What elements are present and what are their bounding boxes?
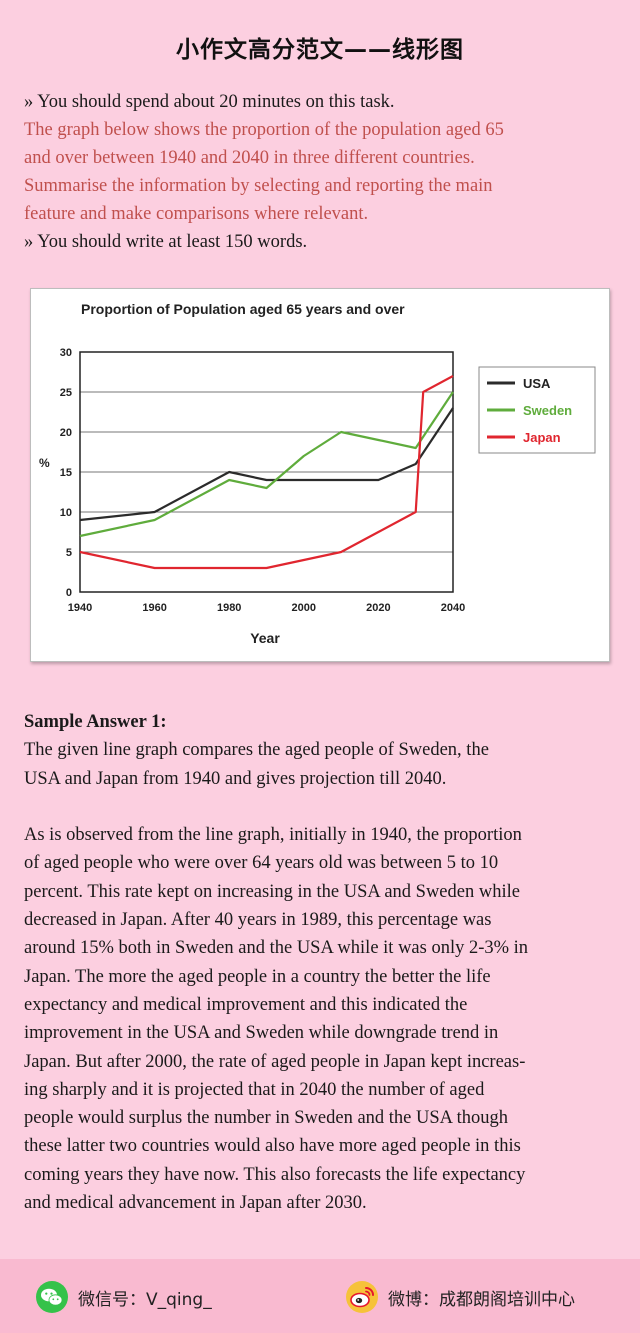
chart-ticks: 0 5 10 15 20 25 30 1940 1960 1980 2000 2020 2040 [60, 347, 465, 614]
chart-grid [80, 391, 453, 553]
y-tick-label: 5 [66, 547, 72, 559]
answer-line: As is observed from the line graph, init… [24, 825, 522, 846]
weibo-icon [346, 1281, 378, 1313]
task-prompt-line: feature and make comparisons where relev… [24, 204, 369, 224]
wechat-contact[interactable]: 微信号：V_qing_ [36, 1281, 212, 1313]
task-prompt-line: Summarise the information by selecting a… [24, 176, 493, 196]
legend-label-japan: Japan [523, 430, 561, 445]
answer-line: USA and Japan from 1940 and gives projec… [24, 768, 447, 789]
y-tick-label: 20 [60, 427, 72, 439]
answer-line: of aged people who were over 64 years ol… [24, 853, 499, 874]
y-tick-label: 30 [60, 347, 72, 359]
x-axis-label: Year [250, 630, 280, 646]
plot-frame [79, 351, 454, 593]
series-line-japan [79, 375, 454, 570]
answer-line: coming years they have now. This also fo… [24, 1164, 526, 1185]
wechat-label: 微信号：V_qing_ [78, 1289, 212, 1310]
legend-label-usa: USA [523, 376, 551, 391]
chart-series [79, 375, 454, 570]
y-tick-label: 0 [66, 587, 72, 599]
x-tick-label: 1940 [68, 602, 92, 614]
task-time-line: » You should spend about 20 minutes on t… [24, 92, 395, 112]
answer-line: The given line graph compares the aged p… [24, 740, 489, 761]
answer-line: percent. This rate kept on increasing in… [24, 881, 520, 902]
task-prompt-line: The graph below shows the proportion of … [24, 120, 504, 140]
chart-legend: USA Sweden Japan [478, 366, 596, 454]
y-tick-label: 10 [60, 507, 72, 519]
x-tick-label: 2020 [366, 602, 390, 614]
answer-heading: Sample Answer 1: [24, 712, 167, 732]
answer-line: and medical advancement in Japan after 2… [24, 1193, 367, 1214]
answer-line: around 15% both in Sweden and the USA wh… [24, 938, 529, 959]
task-prompt-line: and over between 1940 and 2040 in three … [24, 148, 475, 168]
legend-label-sweden: Sweden [523, 403, 572, 418]
series-line-usa [79, 407, 454, 522]
line-chart: Proportion of Population aged 65 years a… [30, 288, 610, 662]
x-tick-label: 2040 [441, 602, 465, 614]
chart-svg: Proportion of Population aged 65 years a… [39, 301, 596, 646]
y-tick-label: 25 [60, 387, 72, 399]
answer-line: ing sharply and it is projected that in … [24, 1079, 485, 1100]
answer-line: decreased in Japan. After 40 years in 19… [24, 910, 492, 931]
answer-line: people would surplus the number in Swede… [24, 1108, 509, 1129]
x-tick-label: 2000 [292, 602, 316, 614]
answer-line: these latter two countries would also ha… [24, 1136, 521, 1157]
task-word-count-line: » You should write at least 150 words. [24, 232, 308, 252]
weibo-contact[interactable]: 微博：成都朗阁培训中心 [346, 1281, 575, 1313]
page-title: 小作文高分范文——线形图 [176, 37, 464, 63]
footer-bar: 微信号：V_qing_ 微博：成都朗阁培训中心 [0, 1259, 640, 1333]
x-tick-label: 1980 [217, 602, 241, 614]
answer-line: Japan. The more the aged people in a cou… [24, 966, 491, 987]
y-axis-label: % [39, 456, 50, 470]
wechat-icon [36, 1281, 68, 1313]
y-tick-label: 15 [60, 467, 72, 479]
series-line-sweden [79, 391, 454, 538]
answer-line: expectancy and medical improvement and t… [24, 994, 468, 1015]
task-instructions: » You should spend about 20 minutes on t… [24, 88, 624, 256]
x-tick-label: 1960 [142, 602, 166, 614]
chart-title: Proportion of Population aged 65 years a… [81, 301, 405, 317]
sample-answer: Sample Answer 1: The given line graph co… [24, 708, 624, 1217]
weibo-label: 微博：成都朗阁培训中心 [388, 1289, 575, 1310]
answer-line: Japan. But after 2000, the rate of aged … [24, 1051, 526, 1072]
answer-line: improvement in the USA and Sweden while … [24, 1023, 499, 1044]
